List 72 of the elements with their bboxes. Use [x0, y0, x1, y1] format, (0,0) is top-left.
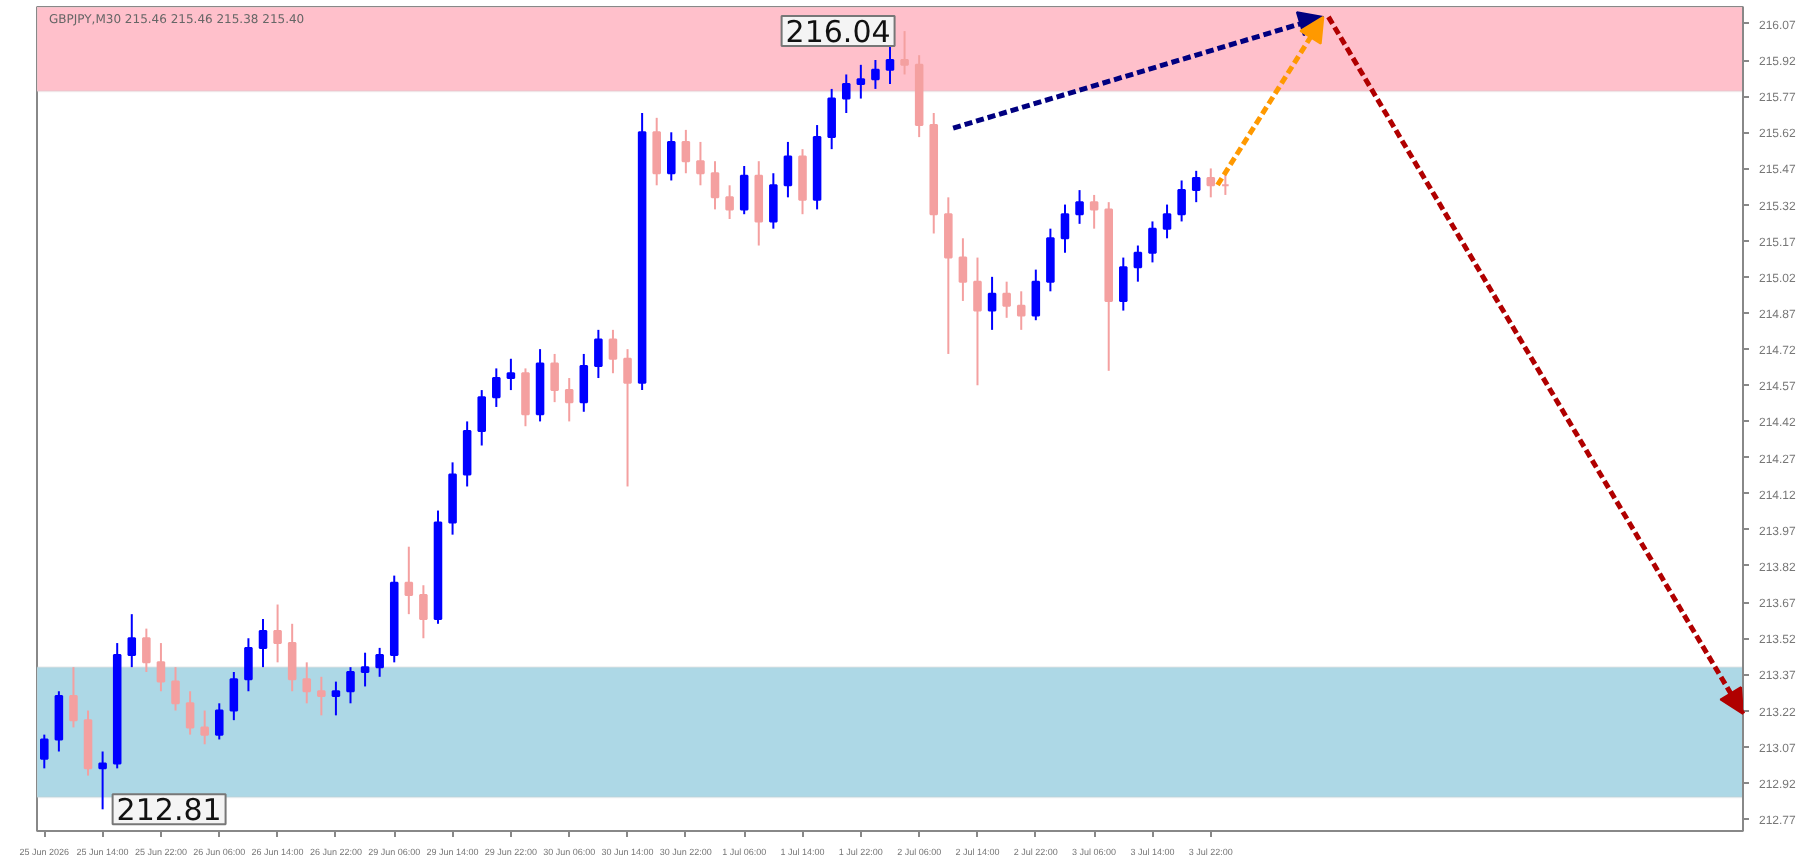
candlestick	[681, 128, 691, 175]
candlestick	[944, 196, 953, 355]
candlestick	[1191, 169, 1201, 204]
candlestick	[419, 584, 428, 640]
candlestick	[652, 116, 661, 187]
candlestick	[871, 59, 880, 90]
candlestick	[1206, 167, 1216, 199]
candlestick	[594, 328, 603, 380]
candlestick	[54, 690, 64, 753]
candlestick	[506, 357, 516, 392]
candlestick	[987, 275, 997, 331]
candlestick	[841, 73, 851, 115]
candlestick	[667, 131, 676, 182]
candlestick	[1133, 244, 1143, 283]
candlestick	[185, 690, 195, 736]
candlestick	[1089, 193, 1099, 230]
candlestick	[404, 545, 414, 616]
candlestick	[1046, 227, 1055, 293]
candlestick	[156, 642, 166, 693]
candlestick	[1075, 189, 1084, 225]
candlestick	[462, 420, 472, 488]
candlestick	[856, 63, 866, 100]
candlestick	[127, 613, 137, 669]
candlestick	[200, 709, 209, 746]
candlestick	[287, 622, 297, 693]
annotation: 212.81	[116, 792, 222, 829]
candlestick	[244, 637, 253, 693]
candlestick	[900, 30, 909, 76]
candlestick	[1016, 290, 1026, 331]
candlestick	[1162, 203, 1172, 240]
candlestick	[40, 733, 49, 770]
candlestick	[885, 44, 895, 86]
candlestick	[1031, 268, 1041, 322]
candlestick	[1177, 179, 1186, 223]
candlestick	[696, 140, 705, 187]
candlestick	[769, 172, 778, 230]
candlestick	[375, 646, 384, 678]
candlestick	[973, 256, 982, 387]
candlestick	[608, 328, 618, 375]
candlestick	[1002, 280, 1011, 319]
candlestick	[98, 750, 107, 811]
candlestick	[827, 87, 836, 151]
candlestick	[214, 702, 224, 741]
candlestick	[1060, 203, 1070, 254]
candlestick	[492, 367, 501, 408]
candlestick	[360, 651, 370, 688]
candlestick	[171, 666, 180, 712]
candlestick	[346, 666, 355, 705]
candlestick	[229, 670, 239, 722]
candlestick	[579, 352, 589, 413]
candlestick	[142, 627, 151, 673]
candlestick	[477, 389, 487, 447]
candlestick	[564, 377, 574, 423]
candlestick	[798, 148, 807, 216]
candlestick	[317, 675, 326, 717]
candlestick	[958, 237, 968, 302]
annotation: 216.04	[785, 14, 891, 51]
candlestick	[1119, 256, 1128, 312]
candlestick	[273, 603, 282, 664]
candlestick	[754, 160, 764, 247]
candlestick	[69, 666, 78, 729]
candlestick	[710, 160, 720, 211]
candlestick	[783, 140, 793, 199]
candlestick	[331, 680, 341, 717]
candlestick	[521, 367, 530, 428]
candlestick	[302, 661, 312, 705]
candlestick	[725, 184, 734, 221]
candlestick	[550, 352, 559, 404]
candlestick	[258, 617, 268, 669]
candlestick	[1148, 220, 1157, 264]
candlestick	[739, 165, 749, 216]
candlestick	[623, 348, 632, 488]
